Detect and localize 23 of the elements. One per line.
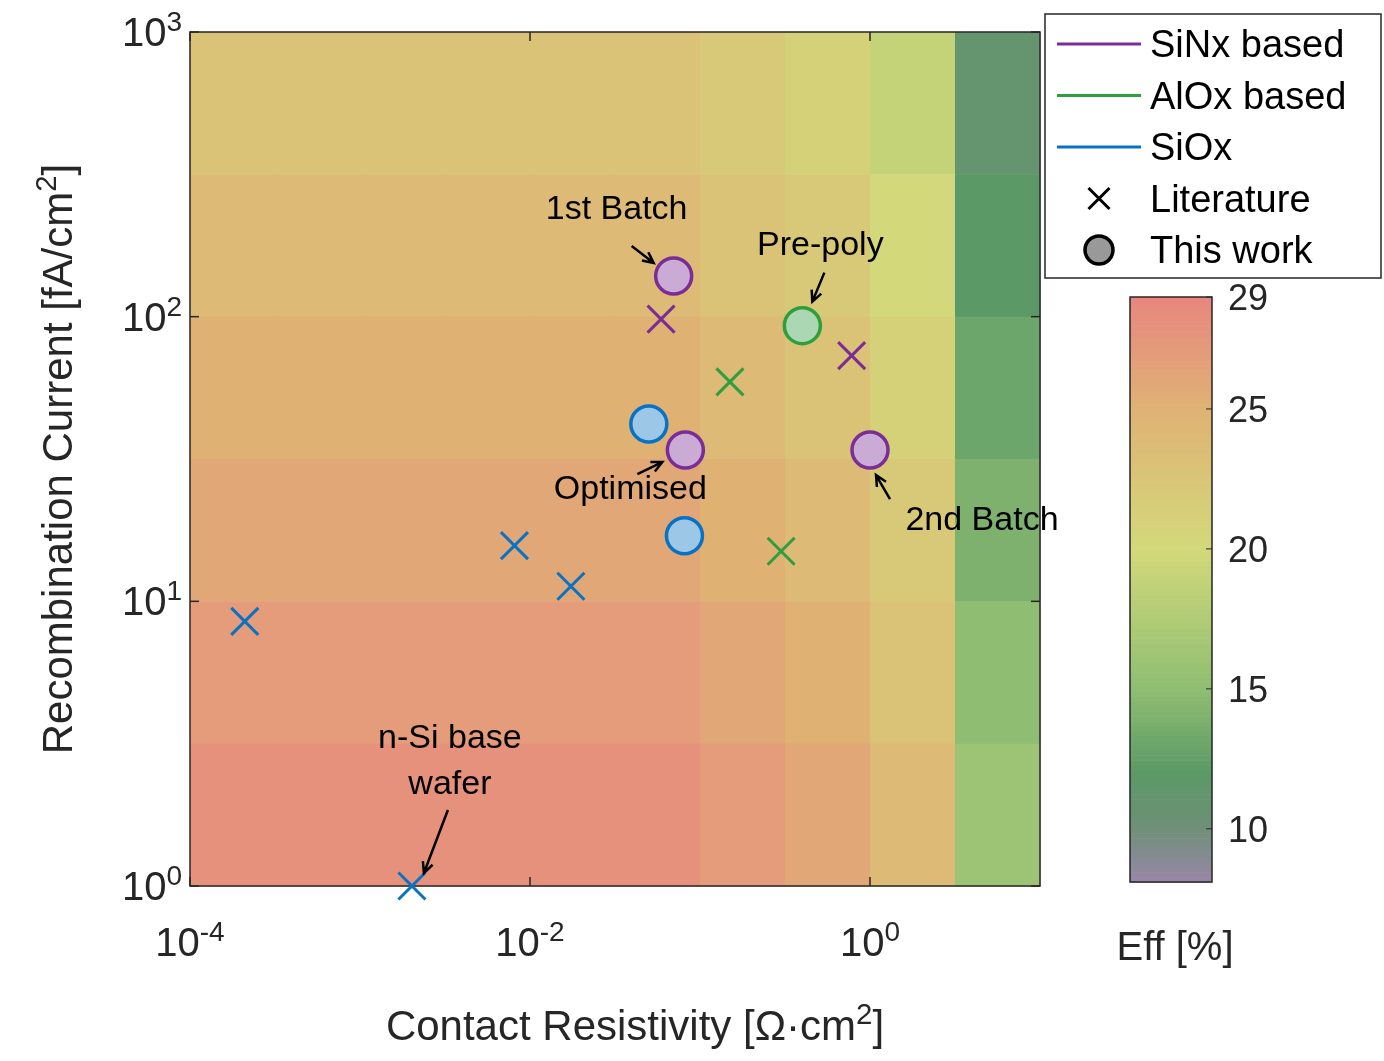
color-bar-label: 29: [1228, 277, 1269, 318]
y-tick-label: 10$^{1}$: [121, 574, 182, 624]
color-bar-label: 20: [1228, 528, 1269, 570]
legend-label: AlOx based: [1150, 74, 1347, 117]
annotation: n-Si base wafer: [378, 717, 522, 801]
annotation: Optimised: [553, 468, 707, 507]
color-bar-label: 15: [1228, 668, 1269, 710]
color-bar-title: Eff [%]: [1116, 924, 1234, 968]
color-bar-label: 25: [1228, 388, 1269, 430]
color-bar-label: 10: [1228, 808, 1269, 850]
x-tick-label: 10$^{-4}$: [155, 915, 225, 964]
x-tick-label: 10$^{-2}$: [495, 915, 565, 964]
annotation: Pre-poly: [757, 223, 884, 262]
x-tick-label: 10$^{0}$: [839, 915, 901, 964]
y-tick-label: 10$^{0}$: [121, 859, 182, 908]
legend-label: This work: [1150, 229, 1314, 271]
legend-label: SiOx: [1150, 126, 1233, 168]
annotation: 1st Batch: [545, 187, 688, 226]
x-axis-title: Contact Resistivity [Ω·cm$^{2}$]: [385, 996, 885, 1049]
y-tick-label: 10$^{2}$: [121, 290, 182, 339]
y-tick-label: 10$^{3}$: [121, 5, 182, 54]
legend-label: SiNx based: [1150, 23, 1345, 65]
legend-label: Literature: [1150, 177, 1311, 220]
